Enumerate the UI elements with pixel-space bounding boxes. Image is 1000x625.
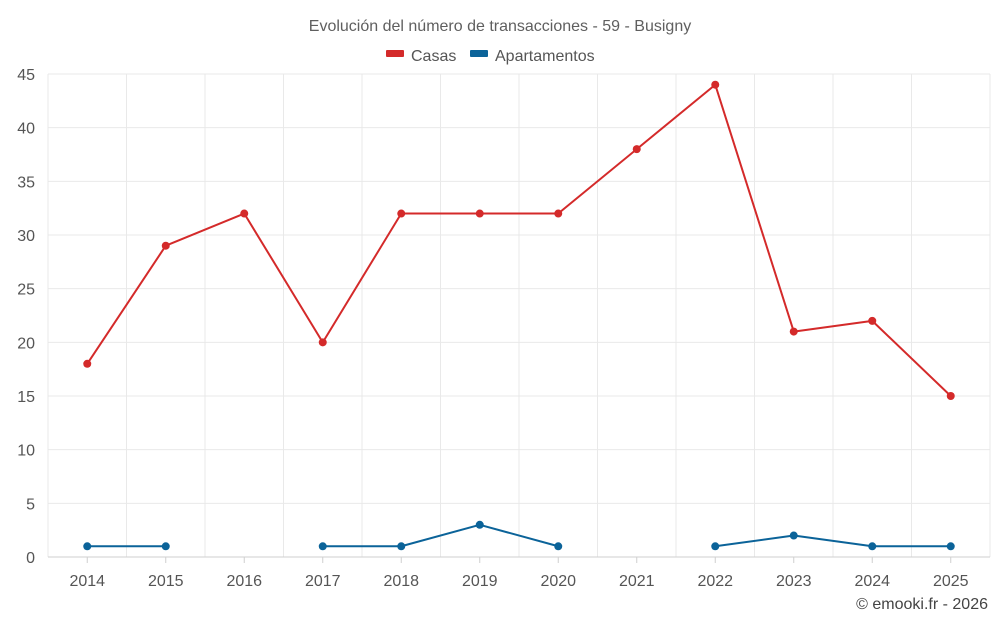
data-point-casas [161, 241, 170, 250]
series-line-casas [86, 83, 952, 397]
data-point-apartamentos [789, 531, 798, 540]
data-point-apartamentos [946, 542, 955, 551]
x-axis: 2014 2015 2016 2017 2018 2019 2020 2021 2022 2023… [69, 557, 969, 590]
y-tick-label: 25 [17, 282, 35, 299]
legend-label-apartamentos: Apartamentos [495, 48, 595, 65]
x-tick-label: 2022 [697, 573, 733, 590]
y-tick-label: 35 [17, 174, 35, 191]
data-point-casas [868, 316, 877, 325]
data-point-casas [318, 338, 327, 347]
x-tick-label: 2015 [148, 573, 184, 590]
credit-text: © emooki.fr - 2026 [856, 596, 988, 613]
x-tick-label: 2016 [226, 573, 262, 590]
x-tick-label: 2018 [383, 573, 419, 590]
data-point-casas [475, 209, 484, 218]
legend-swatch-casas [386, 50, 404, 57]
legend-label-casas: Casas [411, 48, 456, 65]
data-point-casas [711, 80, 720, 89]
y-tick-label: 10 [17, 443, 35, 460]
data-point-apartamentos [318, 542, 327, 551]
data-point-casas [946, 392, 955, 400]
chart-legend: Casas Apartamentos [386, 48, 595, 65]
plot-area [83, 80, 955, 551]
y-tick-label: 30 [17, 228, 35, 245]
data-point-apartamentos [161, 542, 170, 551]
data-point-apartamentos [83, 542, 92, 551]
data-point-casas [789, 327, 798, 336]
y-tick-label: 40 [17, 121, 35, 138]
series-line-apartamentos [322, 523, 559, 548]
y-tick-label: 20 [17, 335, 35, 352]
x-tick-label: 2019 [462, 573, 498, 590]
series-line-apartamentos [715, 534, 951, 548]
x-tick-label: 2014 [69, 573, 105, 590]
x-tick-label: 2021 [619, 573, 655, 590]
legend-swatch-apartamentos [470, 50, 488, 57]
grid-lines [47, 73, 991, 558]
data-point-apartamentos [554, 542, 563, 551]
data-point-casas [632, 145, 641, 154]
data-point-apartamentos [475, 520, 484, 529]
chart-title: Evolución del número de transacciones - … [309, 18, 691, 35]
y-tick-label: 15 [17, 389, 35, 406]
y-tick-label: 45 [17, 67, 35, 84]
x-tick-label: 2020 [540, 573, 576, 590]
y-tick-label: 0 [26, 550, 35, 567]
x-tick-label: 2024 [854, 573, 890, 590]
data-point-casas [83, 359, 92, 368]
series-casas [83, 80, 955, 400]
data-point-apartamentos [711, 542, 720, 551]
data-point-casas [554, 209, 563, 218]
data-point-casas [397, 209, 406, 218]
x-tick-label: 2017 [305, 573, 341, 590]
data-point-casas [240, 209, 249, 218]
series-apartamentos [83, 520, 955, 551]
y-axis: 0 5 10 15 20 25 30 35 40 45 [17, 67, 35, 567]
data-point-apartamentos [868, 542, 877, 551]
x-tick-label: 2023 [776, 573, 812, 590]
data-point-apartamentos [397, 542, 406, 551]
x-tick-label: 2025 [933, 573, 969, 590]
y-tick-label: 5 [26, 496, 35, 513]
